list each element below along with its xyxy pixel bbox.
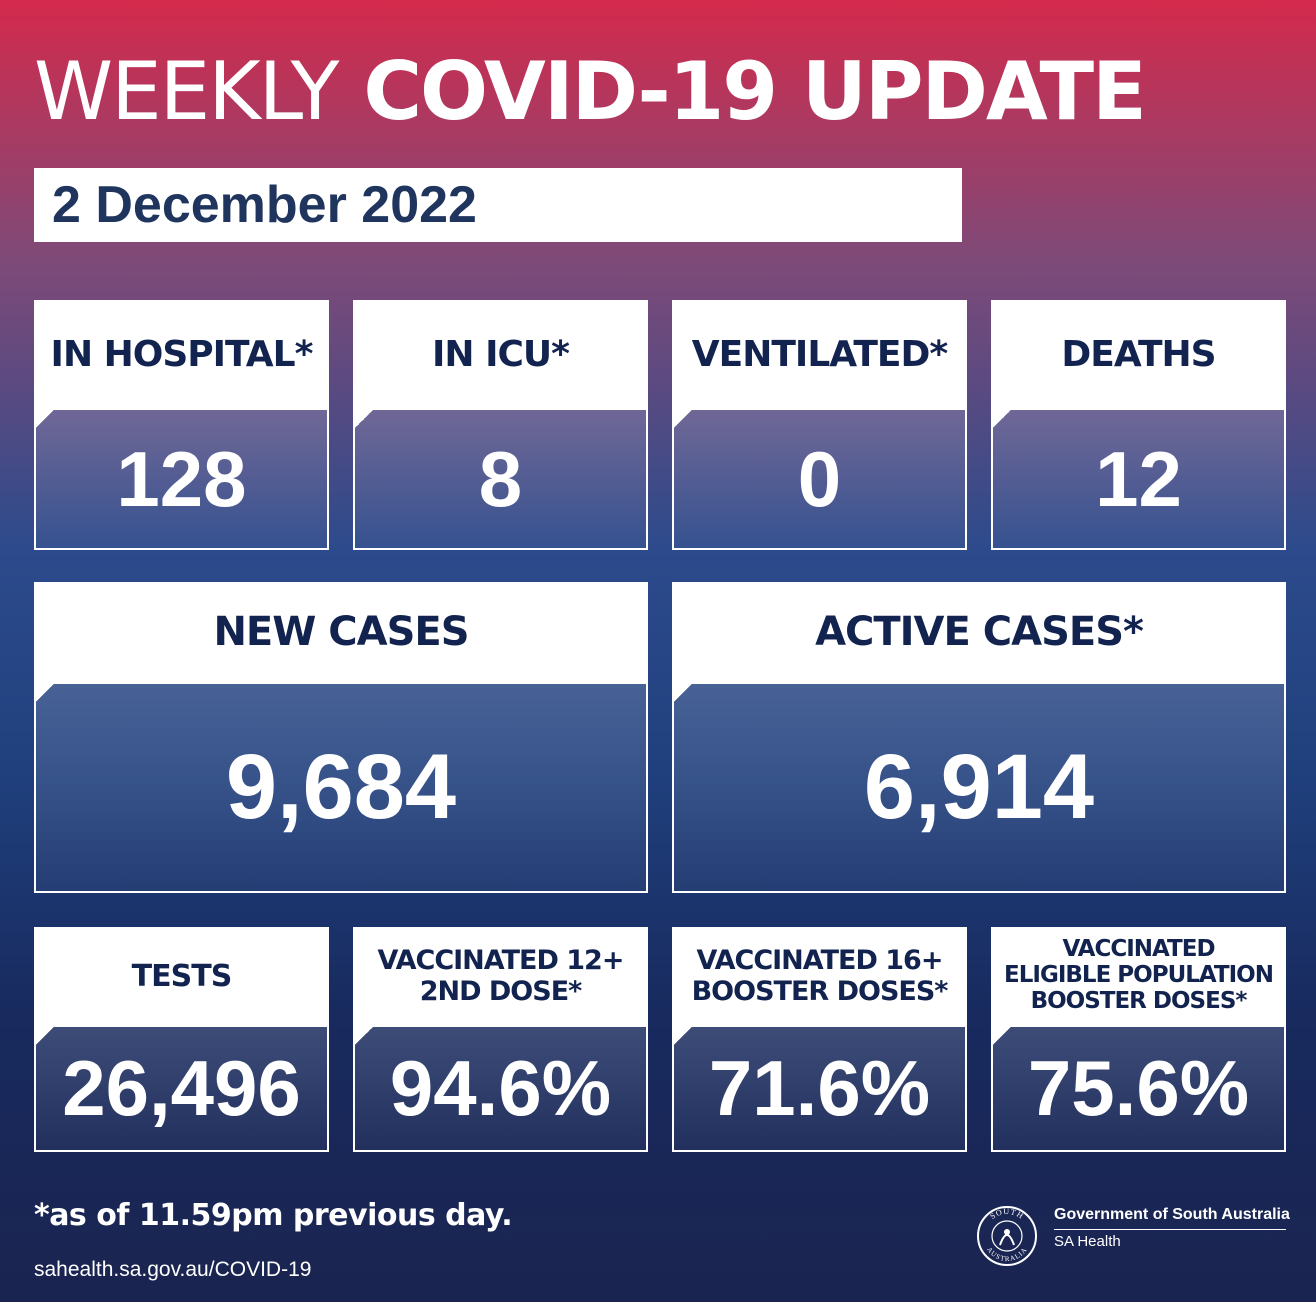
stat-value: 0	[672, 408, 967, 550]
date-bar: 2 December 2022	[34, 168, 962, 242]
svg-text:SOUTH: SOUTH	[988, 1207, 1025, 1221]
stat-card-tests: TESTS 26,496	[34, 927, 329, 1152]
website-url: sahealth.sa.gov.au/COVID-19	[34, 1258, 312, 1281]
stat-label: TESTS	[34, 927, 329, 1025]
stat-card-vaccinated-16-plus: VACCINATED 16+ BOOSTER DOSES* 71.6%	[672, 927, 967, 1152]
footnote: *as of 11.59pm previous day.	[34, 1198, 513, 1233]
label-line: VACCINATED 16+	[696, 944, 944, 976]
government-logo: Government of South Australia SA Health	[1054, 1206, 1290, 1250]
label-line: ELIGIBLE POPULATION	[1004, 962, 1274, 989]
label-line: VACCINATED	[1062, 936, 1215, 963]
stat-card-in-hospital: IN HOSPITAL* 128	[34, 300, 329, 550]
label-line: VACCINATED 12+	[377, 944, 625, 976]
label-line: TESTS	[131, 958, 233, 994]
stat-label: VACCINATED 16+ BOOSTER DOSES*	[672, 927, 967, 1025]
label-line: BOOSTER DOSES*	[691, 976, 949, 1007]
title-bold: COVID-19 UPDATE	[363, 45, 1146, 138]
stat-card-vaccinated-12-plus: VACCINATED 12+ 2ND DOSE* 94.6%	[353, 927, 648, 1152]
seal-top-text: SOUTH	[988, 1207, 1024, 1221]
page-title: WEEKLY COVID-19 UPDATE	[34, 52, 1147, 132]
stat-value: 9,684	[34, 682, 648, 893]
stat-value: 94.6%	[353, 1025, 648, 1152]
stat-label: IN ICU*	[353, 300, 648, 408]
stat-value: 128	[34, 408, 329, 550]
stat-label: VACCINATED ELIGIBLE POPULATION BOOSTER D…	[991, 927, 1286, 1025]
label-line: BOOSTER DOSES*	[1030, 987, 1248, 1014]
stat-label: VACCINATED 12+ 2ND DOSE*	[353, 927, 648, 1025]
stat-card-ventilated: VENTILATED* 0	[672, 300, 967, 550]
stat-value: 75.6%	[991, 1025, 1286, 1152]
title-light: WEEKLY	[34, 45, 339, 138]
stat-label: VENTILATED*	[672, 300, 967, 408]
gov-name: Government of South Australia	[1054, 1206, 1290, 1230]
stat-value: 12	[991, 408, 1286, 550]
state-badge-icon: SOUTH AUSTRALIA	[977, 1206, 1037, 1266]
stat-label: IN HOSPITAL*	[34, 300, 329, 408]
stat-value: 26,496	[34, 1025, 329, 1152]
date-text: 2 December 2022	[52, 176, 477, 234]
stat-label: DEATHS	[991, 300, 1286, 408]
stat-card-deaths: DEATHS 12	[991, 300, 1286, 550]
stat-card-active-cases: ACTIVE CASES* 6,914	[672, 582, 1286, 893]
stat-card-new-cases: NEW CASES 9,684	[34, 582, 648, 893]
stat-value: 8	[353, 408, 648, 550]
stat-label: NEW CASES	[34, 582, 648, 682]
stat-value: 6,914	[672, 682, 1286, 893]
stat-value: 71.6%	[672, 1025, 967, 1152]
stat-card-in-icu: IN ICU* 8	[353, 300, 648, 550]
department-name: SA Health	[1054, 1233, 1121, 1250]
stat-label: ACTIVE CASES*	[672, 582, 1286, 682]
label-line: 2ND DOSE*	[419, 976, 583, 1007]
stat-card-vaccinated-eligible: VACCINATED ELIGIBLE POPULATION BOOSTER D…	[991, 927, 1286, 1152]
